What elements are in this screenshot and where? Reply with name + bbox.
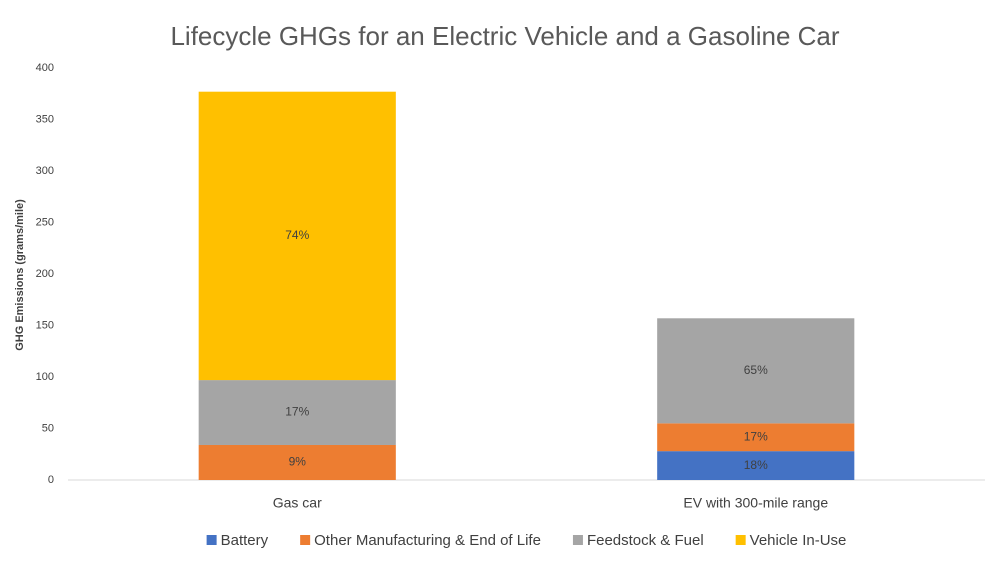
x-tick-label: EV with 300-mile range [683,495,828,511]
y-axis-label: GHG Emissions (grams/mile) [14,199,26,351]
bar-segment [657,451,855,480]
bar-segment [198,91,396,381]
data-label: 17% [285,405,309,419]
data-label: 74% [285,228,309,242]
bar-segment [198,380,396,445]
data-label: 9% [289,455,307,469]
bar-segment [657,423,855,452]
legend-swatch [572,535,583,545]
y-tick-label: 400 [36,62,54,74]
legend-swatch [300,535,311,545]
y-tick-label: 50 [42,422,54,434]
legend-swatch [735,535,746,545]
y-tick-label: 200 [36,268,54,280]
legend-label: Battery [221,532,269,549]
legend-swatch [206,535,217,545]
y-tick-label: 350 [36,113,54,125]
data-label: 65% [744,363,768,377]
legend-label: Other Manufacturing & End of Life [314,532,541,549]
y-tick-label: 100 [36,371,54,383]
y-tick-label: 150 [36,319,54,331]
legend-label: Vehicle In-Use [750,532,847,549]
y-tick-label: 250 [36,216,54,228]
y-tick-label: 0 [48,474,54,486]
y-tick-label: 300 [36,165,54,177]
legend-label: Feedstock & Fuel [587,532,704,549]
bar-segment [198,444,396,480]
bar-segment [657,318,855,424]
data-label: 17% [744,429,768,443]
chart-title: Lifecycle GHGs for an Electric Vehicle a… [170,21,839,51]
data-label: 18% [744,458,768,472]
x-tick-label: Gas car [273,495,322,511]
